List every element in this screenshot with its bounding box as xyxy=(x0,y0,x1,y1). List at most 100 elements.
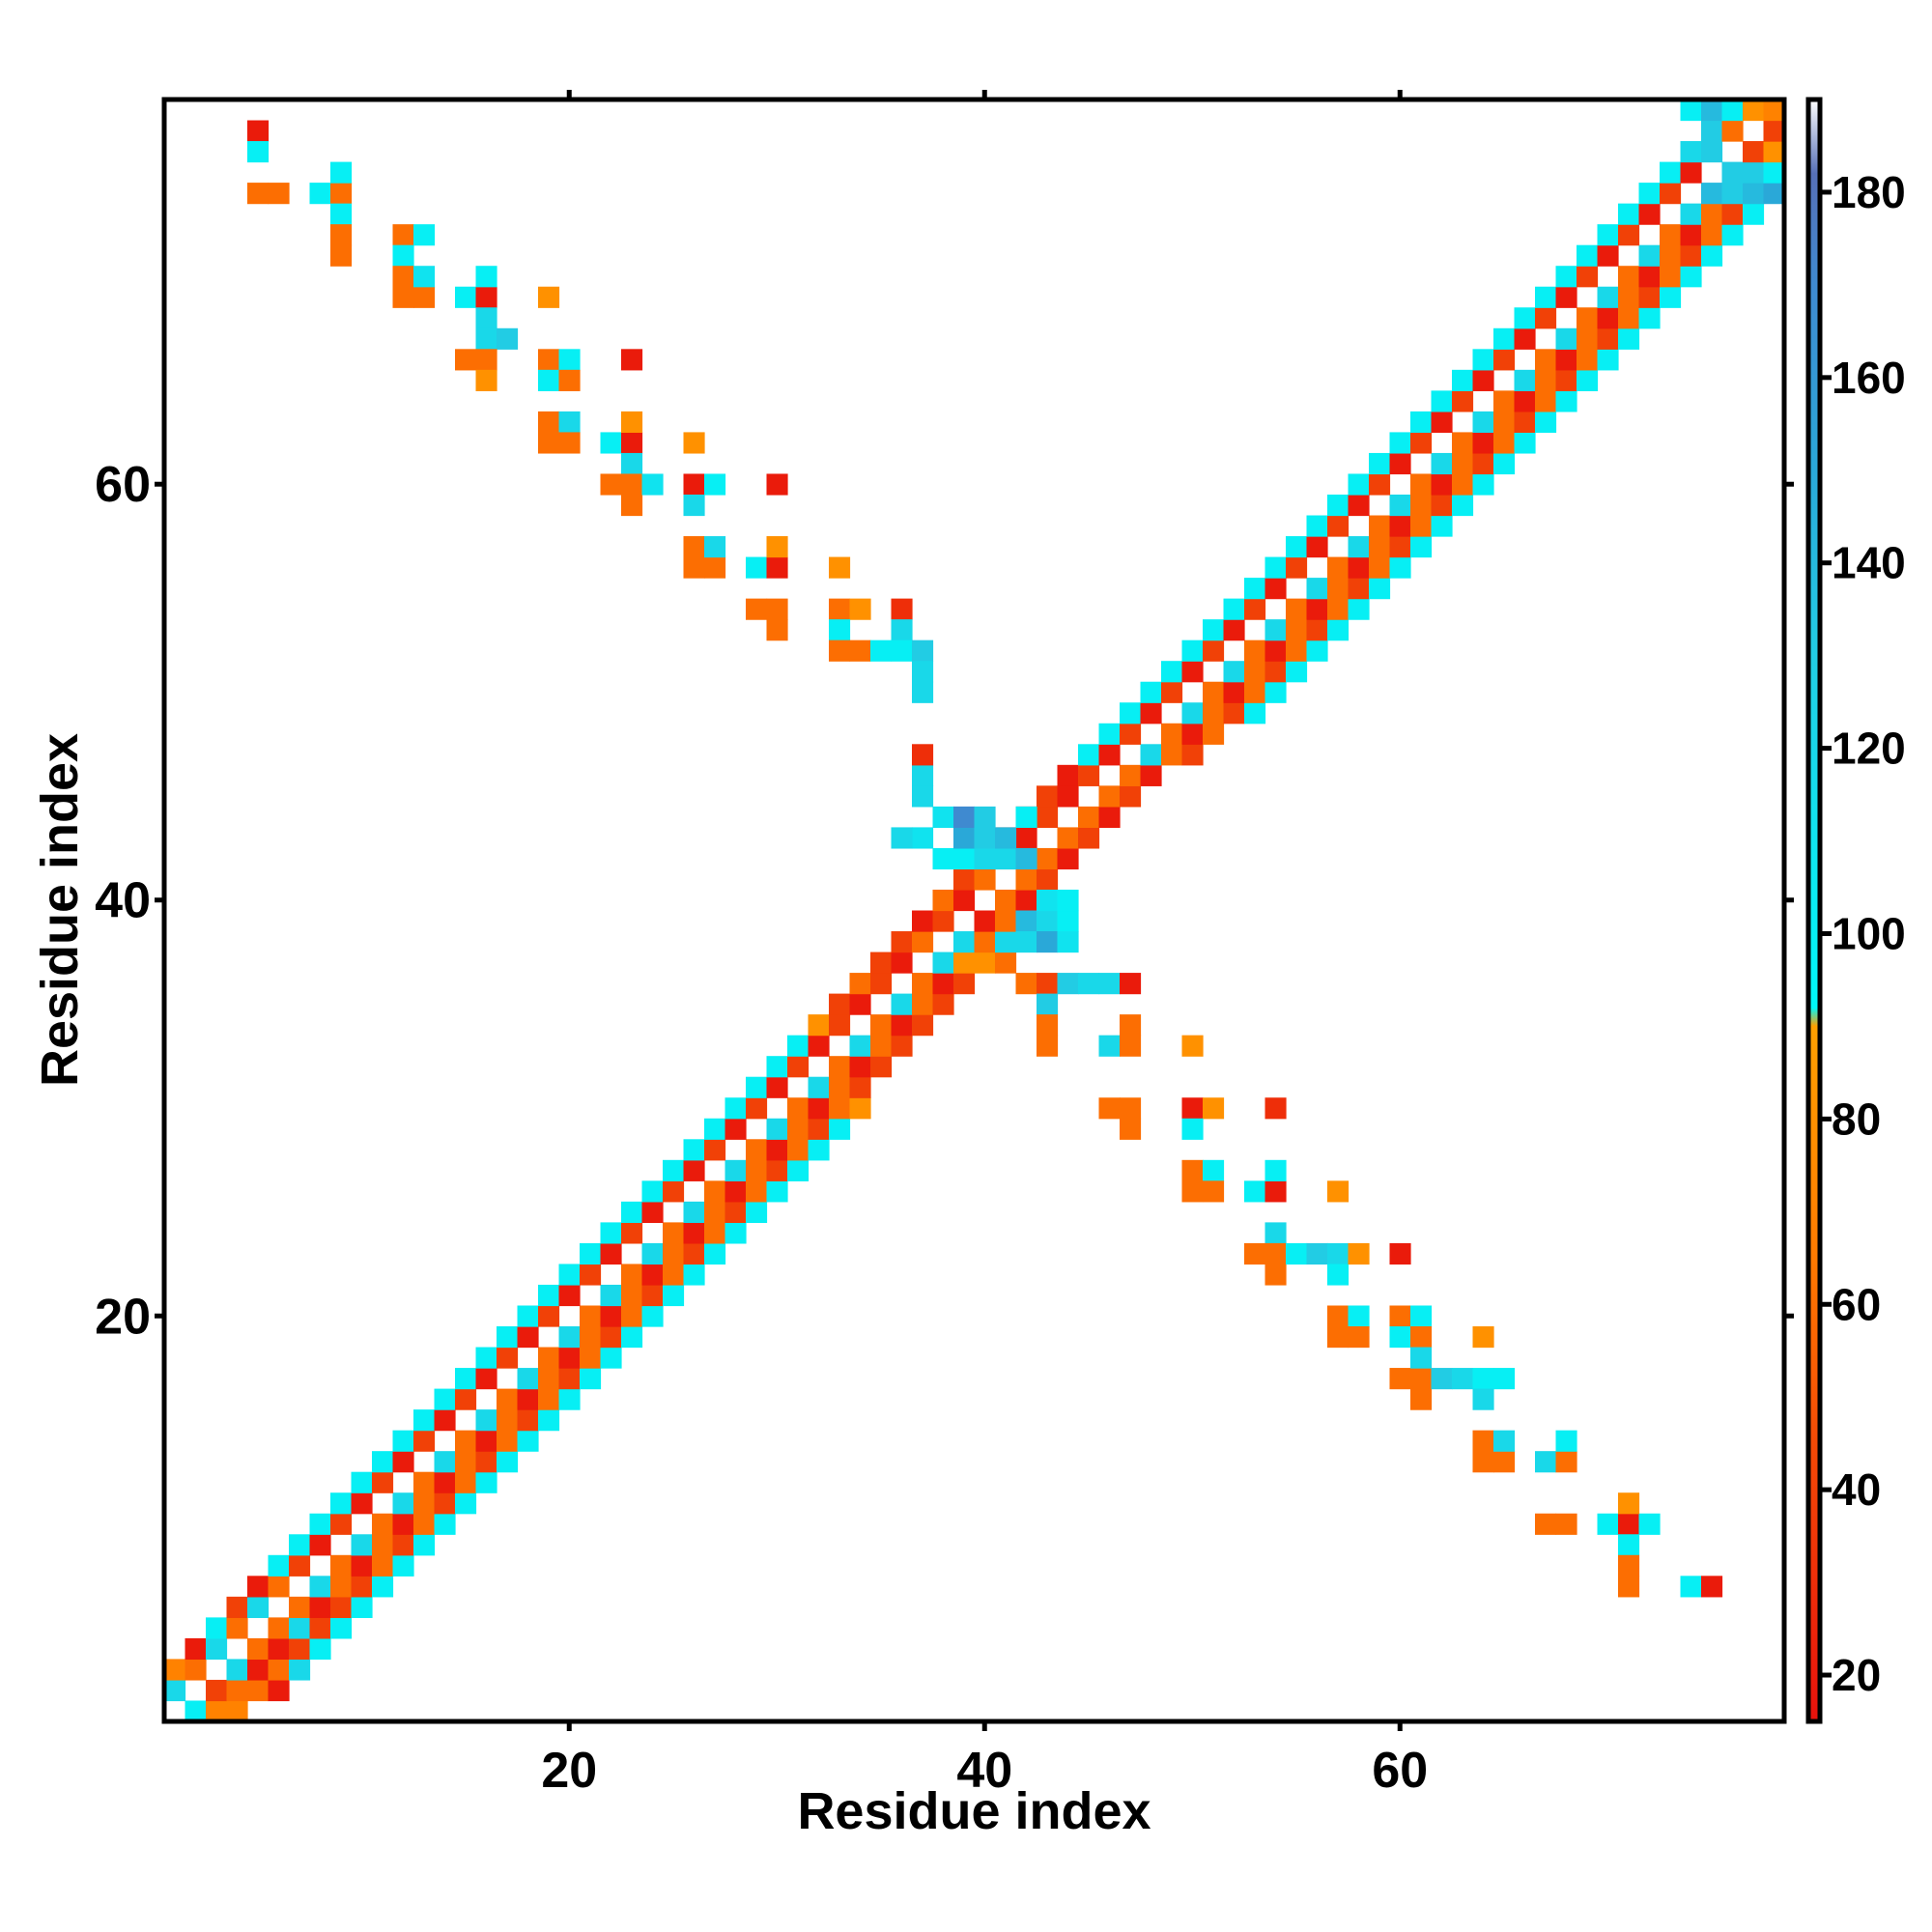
heatmap-cell xyxy=(808,1076,830,1098)
heatmap-cell xyxy=(1763,161,1785,184)
heatmap-cell xyxy=(600,432,622,454)
heatmap-cell xyxy=(580,1368,602,1390)
heatmap-cell xyxy=(538,432,560,454)
heatmap-cell xyxy=(1577,244,1599,267)
heatmap-cell xyxy=(683,1264,705,1286)
heatmap-cell xyxy=(808,1014,830,1037)
heatmap-cell xyxy=(974,827,996,849)
heatmap-cell xyxy=(268,1679,290,1702)
heatmap-cell xyxy=(1555,1430,1577,1452)
heatmap-cell xyxy=(1555,1513,1577,1535)
heatmap-cell xyxy=(1638,266,1661,288)
heatmap-cell xyxy=(912,993,934,1015)
heatmap-cell xyxy=(663,1159,685,1181)
heatmap-cell xyxy=(413,1471,436,1493)
heatmap-cell xyxy=(1203,1097,1225,1120)
heatmap-cell xyxy=(247,183,270,205)
heatmap-cell xyxy=(1597,327,1619,350)
heatmap-cell xyxy=(372,1534,394,1556)
heatmap-cell xyxy=(1369,578,1391,600)
heatmap-cell xyxy=(413,1409,436,1432)
heatmap-cell xyxy=(558,1368,581,1390)
heatmap-cell xyxy=(683,1201,705,1223)
heatmap-cell xyxy=(1555,390,1577,412)
heatmap-cell xyxy=(766,1159,788,1181)
heatmap-cell xyxy=(1120,723,1142,745)
heatmap-cell xyxy=(1618,1534,1640,1556)
heatmap-cell xyxy=(497,327,519,350)
heatmap-cell xyxy=(1514,369,1536,391)
heatmap-cell xyxy=(1431,473,1453,496)
heatmap-cell xyxy=(849,973,871,995)
heatmap-cell xyxy=(1244,702,1266,724)
heatmap-cell xyxy=(475,1409,497,1432)
heatmap-cell xyxy=(1264,1180,1287,1203)
heatmap-cell xyxy=(621,1284,643,1307)
heatmap-cell xyxy=(1306,1242,1328,1265)
heatmap-cell xyxy=(475,1451,497,1473)
heatmap-cell xyxy=(1638,286,1661,308)
heatmap-cell xyxy=(1743,141,1765,163)
heatmap-cell xyxy=(766,598,788,620)
heatmap-cell xyxy=(1348,1242,1370,1265)
heatmap-cell xyxy=(538,1347,560,1369)
heatmap-cell xyxy=(330,1492,353,1515)
heatmap-cell xyxy=(870,1056,893,1078)
heatmap-cell xyxy=(580,1264,602,1286)
heatmap-cell xyxy=(1660,161,1682,184)
heatmap-cell xyxy=(517,1388,539,1410)
heatmap-cell xyxy=(1660,183,1682,205)
heatmap-cell xyxy=(392,266,414,288)
heatmap-cell xyxy=(1264,1264,1287,1286)
heatmap-cell xyxy=(1472,349,1494,371)
heatmap-cell xyxy=(1244,598,1266,620)
heatmap-cell xyxy=(538,286,560,308)
heatmap-cell xyxy=(1743,161,1765,184)
heatmap-cell xyxy=(870,973,893,995)
heatmap-cell xyxy=(1410,411,1433,434)
heatmap-cell xyxy=(392,1492,414,1515)
heatmap-cell xyxy=(1327,1180,1350,1203)
heatmap-cell xyxy=(766,473,788,496)
heatmap-cell xyxy=(912,827,934,849)
heatmap-cell xyxy=(974,806,996,828)
heatmap-cell xyxy=(1369,473,1391,496)
heatmap-cell xyxy=(517,1326,539,1349)
heatmap-cell xyxy=(1452,432,1474,454)
heatmap-cell xyxy=(1577,266,1599,288)
heatmap-cell xyxy=(517,1409,539,1432)
heatmap-cell xyxy=(1597,286,1619,308)
heatmap-cell xyxy=(1327,1326,1350,1349)
heatmap-cell xyxy=(1181,1035,1204,1057)
heatmap-cell xyxy=(475,1430,497,1452)
heatmap-cell xyxy=(746,1076,768,1098)
heatmap-cell xyxy=(309,1576,331,1598)
heatmap-cell xyxy=(392,1451,414,1473)
heatmap-cell xyxy=(953,847,976,870)
heatmap-cell xyxy=(372,1554,394,1577)
heatmap-cell xyxy=(724,1159,747,1181)
heatmap-cell xyxy=(1472,1326,1494,1349)
colorbar-tick-label: 60 xyxy=(1832,1279,1881,1329)
heatmap-cell xyxy=(600,1284,622,1307)
heatmap-cell xyxy=(1555,286,1577,308)
heatmap-cell xyxy=(891,931,913,953)
heatmap-cell xyxy=(1618,327,1640,350)
heatmap-cell xyxy=(226,1700,248,1722)
heatmap-cell xyxy=(1037,931,1059,953)
heatmap-cell xyxy=(558,1264,581,1286)
heatmap-cell xyxy=(995,827,1017,849)
heatmap-cell xyxy=(538,349,560,371)
heatmap-cell xyxy=(1452,473,1474,496)
heatmap-cell xyxy=(1701,120,1723,142)
heatmap-cell xyxy=(1286,556,1308,579)
heatmap-cell xyxy=(1680,99,1702,122)
heatmap-cell xyxy=(580,1326,602,1349)
heatmap-cell xyxy=(1098,744,1121,766)
heatmap-cell xyxy=(1264,1222,1287,1244)
heatmap-cell xyxy=(829,598,851,620)
colorbar-tick-label: 20 xyxy=(1832,1650,1881,1700)
heatmap-cell xyxy=(1203,639,1225,662)
x-tick-label: 40 xyxy=(956,1743,1012,1799)
heatmap-cell xyxy=(974,910,996,932)
